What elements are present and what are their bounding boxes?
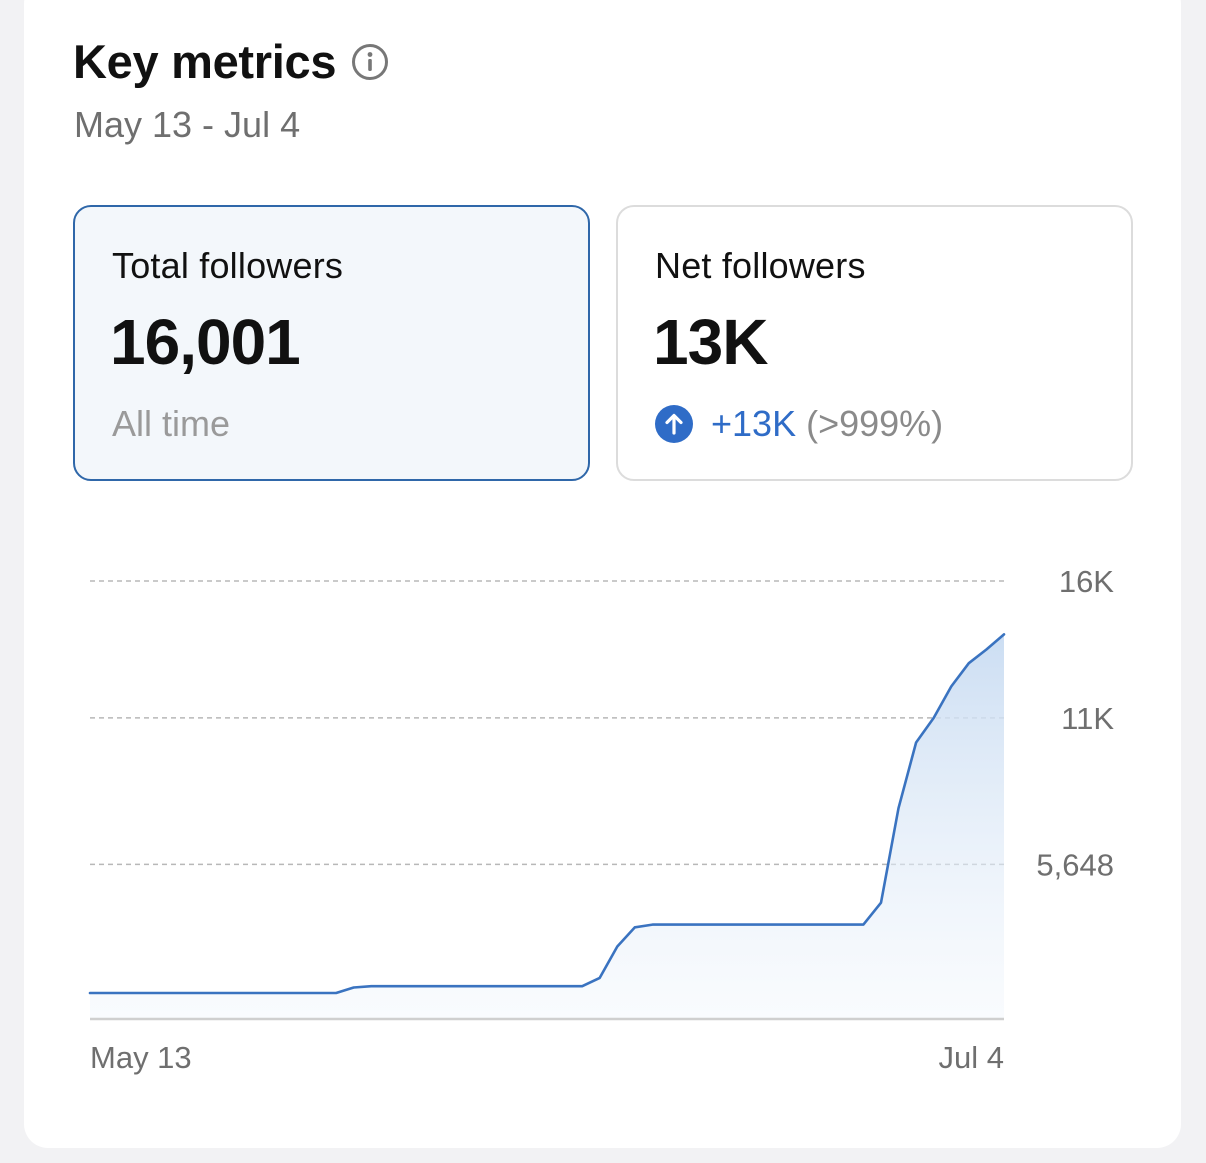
- followers-area: [90, 634, 1004, 1019]
- y-tick-label: 5,648: [1036, 847, 1114, 882]
- net-followers-card[interactable]: Net followers 13K +13K (>999%): [616, 205, 1133, 481]
- net-change-percent: (>999%): [806, 403, 944, 444]
- x-tick-label-end: Jul 4: [939, 1040, 1004, 1075]
- date-range: May 13 - Jul 4: [74, 104, 301, 145]
- net-followers-change: +13K (>999%): [655, 403, 943, 445]
- y-tick-label: 16K: [1059, 564, 1114, 599]
- arrow-up-circle-icon: [655, 405, 693, 443]
- info-circle-icon[interactable]: [351, 43, 389, 81]
- followers-line: [88, 633, 1006, 995]
- total-followers-value: 16,001: [110, 306, 301, 378]
- page-title: Key metrics: [73, 35, 337, 88]
- header: Key metrics: [73, 34, 389, 89]
- total-followers-period: All time: [112, 403, 231, 444]
- total-followers-label: Total followers: [112, 245, 344, 286]
- net-change-value: +13K: [711, 403, 797, 444]
- net-followers-label: Net followers: [655, 245, 866, 286]
- net-followers-value: 13K: [653, 306, 768, 378]
- y-tick-label: 11K: [1061, 701, 1114, 736]
- total-followers-card[interactable]: Total followers 16,001 All time: [73, 205, 590, 481]
- x-tick-label-start: May 13: [90, 1040, 192, 1075]
